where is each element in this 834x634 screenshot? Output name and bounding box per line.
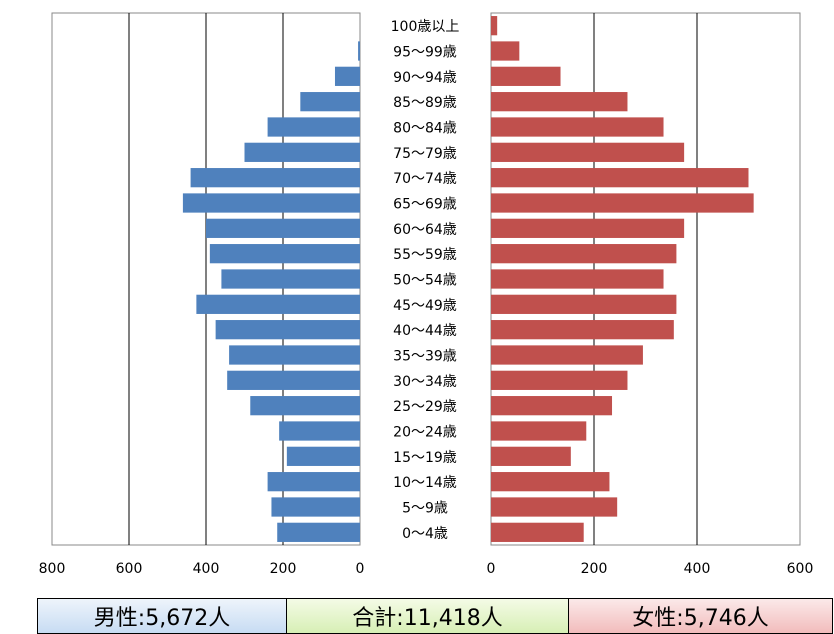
left-bar	[250, 396, 360, 416]
right-bar	[491, 168, 749, 188]
right-bar	[491, 117, 664, 137]
male-total-label: 男性:5,672人	[93, 606, 231, 631]
age-group-label: 40〜44歳	[393, 323, 457, 339]
right-bar	[491, 320, 674, 340]
female-total-box: 女性:5,746人	[569, 598, 833, 634]
right-bar	[491, 522, 584, 542]
left-bar	[196, 294, 360, 314]
right-bar	[491, 244, 677, 264]
left-bar	[209, 244, 360, 264]
overall-total-box: 合計:11,418人	[287, 598, 569, 634]
right-bar	[491, 370, 628, 390]
summary-bar: 男性:5,672人 合計:11,418人 女性:5,746人	[37, 598, 833, 634]
age-group-label: 35〜39歳	[393, 349, 457, 365]
age-group-label: 50〜54歳	[393, 273, 457, 289]
right-bar	[491, 446, 571, 466]
left-bar	[221, 269, 360, 289]
right-bar	[491, 92, 628, 112]
left-bar	[279, 421, 360, 441]
age-group-label: 5〜9歳	[402, 501, 448, 517]
left-axis-tick-label: 0	[356, 561, 365, 577]
age-group-label: 75〜79歳	[393, 146, 457, 162]
left-axis-tick-label: 600	[116, 561, 143, 577]
age-group-label: 60〜64歳	[393, 222, 457, 238]
right-bar	[491, 66, 561, 86]
age-group-label: 0〜4歳	[402, 526, 448, 542]
right-bar	[491, 421, 587, 441]
left-bar	[358, 41, 360, 61]
age-group-label: 70〜74歳	[393, 171, 457, 187]
age-group-label: 100歳以上	[391, 19, 460, 35]
left-bar	[190, 168, 360, 188]
population-pyramid-chart: 100歳以上 95〜99歳 90〜94歳 85〜89歳 80〜84歳 75〜79歳 70〜7…	[39, 12, 814, 577]
left-bar	[267, 117, 360, 137]
right-bar	[491, 497, 618, 517]
age-group-label: 20〜24歳	[393, 425, 457, 441]
right-axis-tick-label: 200	[581, 561, 608, 577]
left-bar	[215, 320, 360, 340]
right-bar	[491, 16, 498, 36]
left-bar	[271, 497, 360, 517]
left-bar	[267, 472, 360, 492]
age-group-label: 30〜34歳	[393, 374, 457, 390]
age-group-label: 15〜19歳	[393, 450, 457, 466]
right-bar	[491, 142, 685, 162]
left-bar	[229, 345, 360, 365]
age-group-label: 65〜69歳	[393, 197, 457, 213]
left-bar	[244, 142, 360, 162]
left-bar	[182, 193, 360, 213]
left-bar	[334, 66, 360, 86]
right-bar	[491, 294, 677, 314]
age-group-label: 85〜89歳	[393, 95, 457, 111]
right-axis-tick-label: 400	[684, 561, 711, 577]
right-bar	[491, 345, 643, 365]
age-group-label: 25〜29歳	[393, 399, 457, 415]
right-bar	[491, 218, 685, 238]
age-group-label: 55〜59歳	[393, 247, 457, 263]
left-bar	[227, 370, 360, 390]
left-axis-tick-label: 400	[193, 561, 220, 577]
overall-total-label: 合計:11,418人	[352, 606, 503, 631]
female-total-label: 女性:5,746人	[632, 606, 769, 631]
left-bar	[286, 446, 360, 466]
right-bar	[491, 472, 610, 492]
right-bar	[491, 269, 664, 289]
right-bar	[491, 193, 754, 213]
right-bar	[491, 41, 520, 61]
left-axis-tick-label: 200	[270, 561, 297, 577]
right-axis-tick-label: 0	[487, 561, 496, 577]
male-total-box: 男性:5,672人	[37, 598, 287, 634]
left-bar	[300, 92, 360, 112]
right-axis-tick-label: 600	[787, 561, 814, 577]
age-group-label: 95〜99歳	[393, 45, 457, 61]
right-bar	[491, 396, 613, 416]
age-group-label: 45〜49歳	[393, 298, 457, 314]
left-bar	[206, 218, 360, 238]
age-group-label: 10〜14歳	[393, 475, 457, 491]
left-bar	[277, 522, 360, 542]
age-group-label: 90〜94歳	[393, 70, 457, 86]
age-group-label: 80〜84歳	[393, 121, 457, 137]
left-axis-tick-label: 800	[39, 561, 66, 577]
